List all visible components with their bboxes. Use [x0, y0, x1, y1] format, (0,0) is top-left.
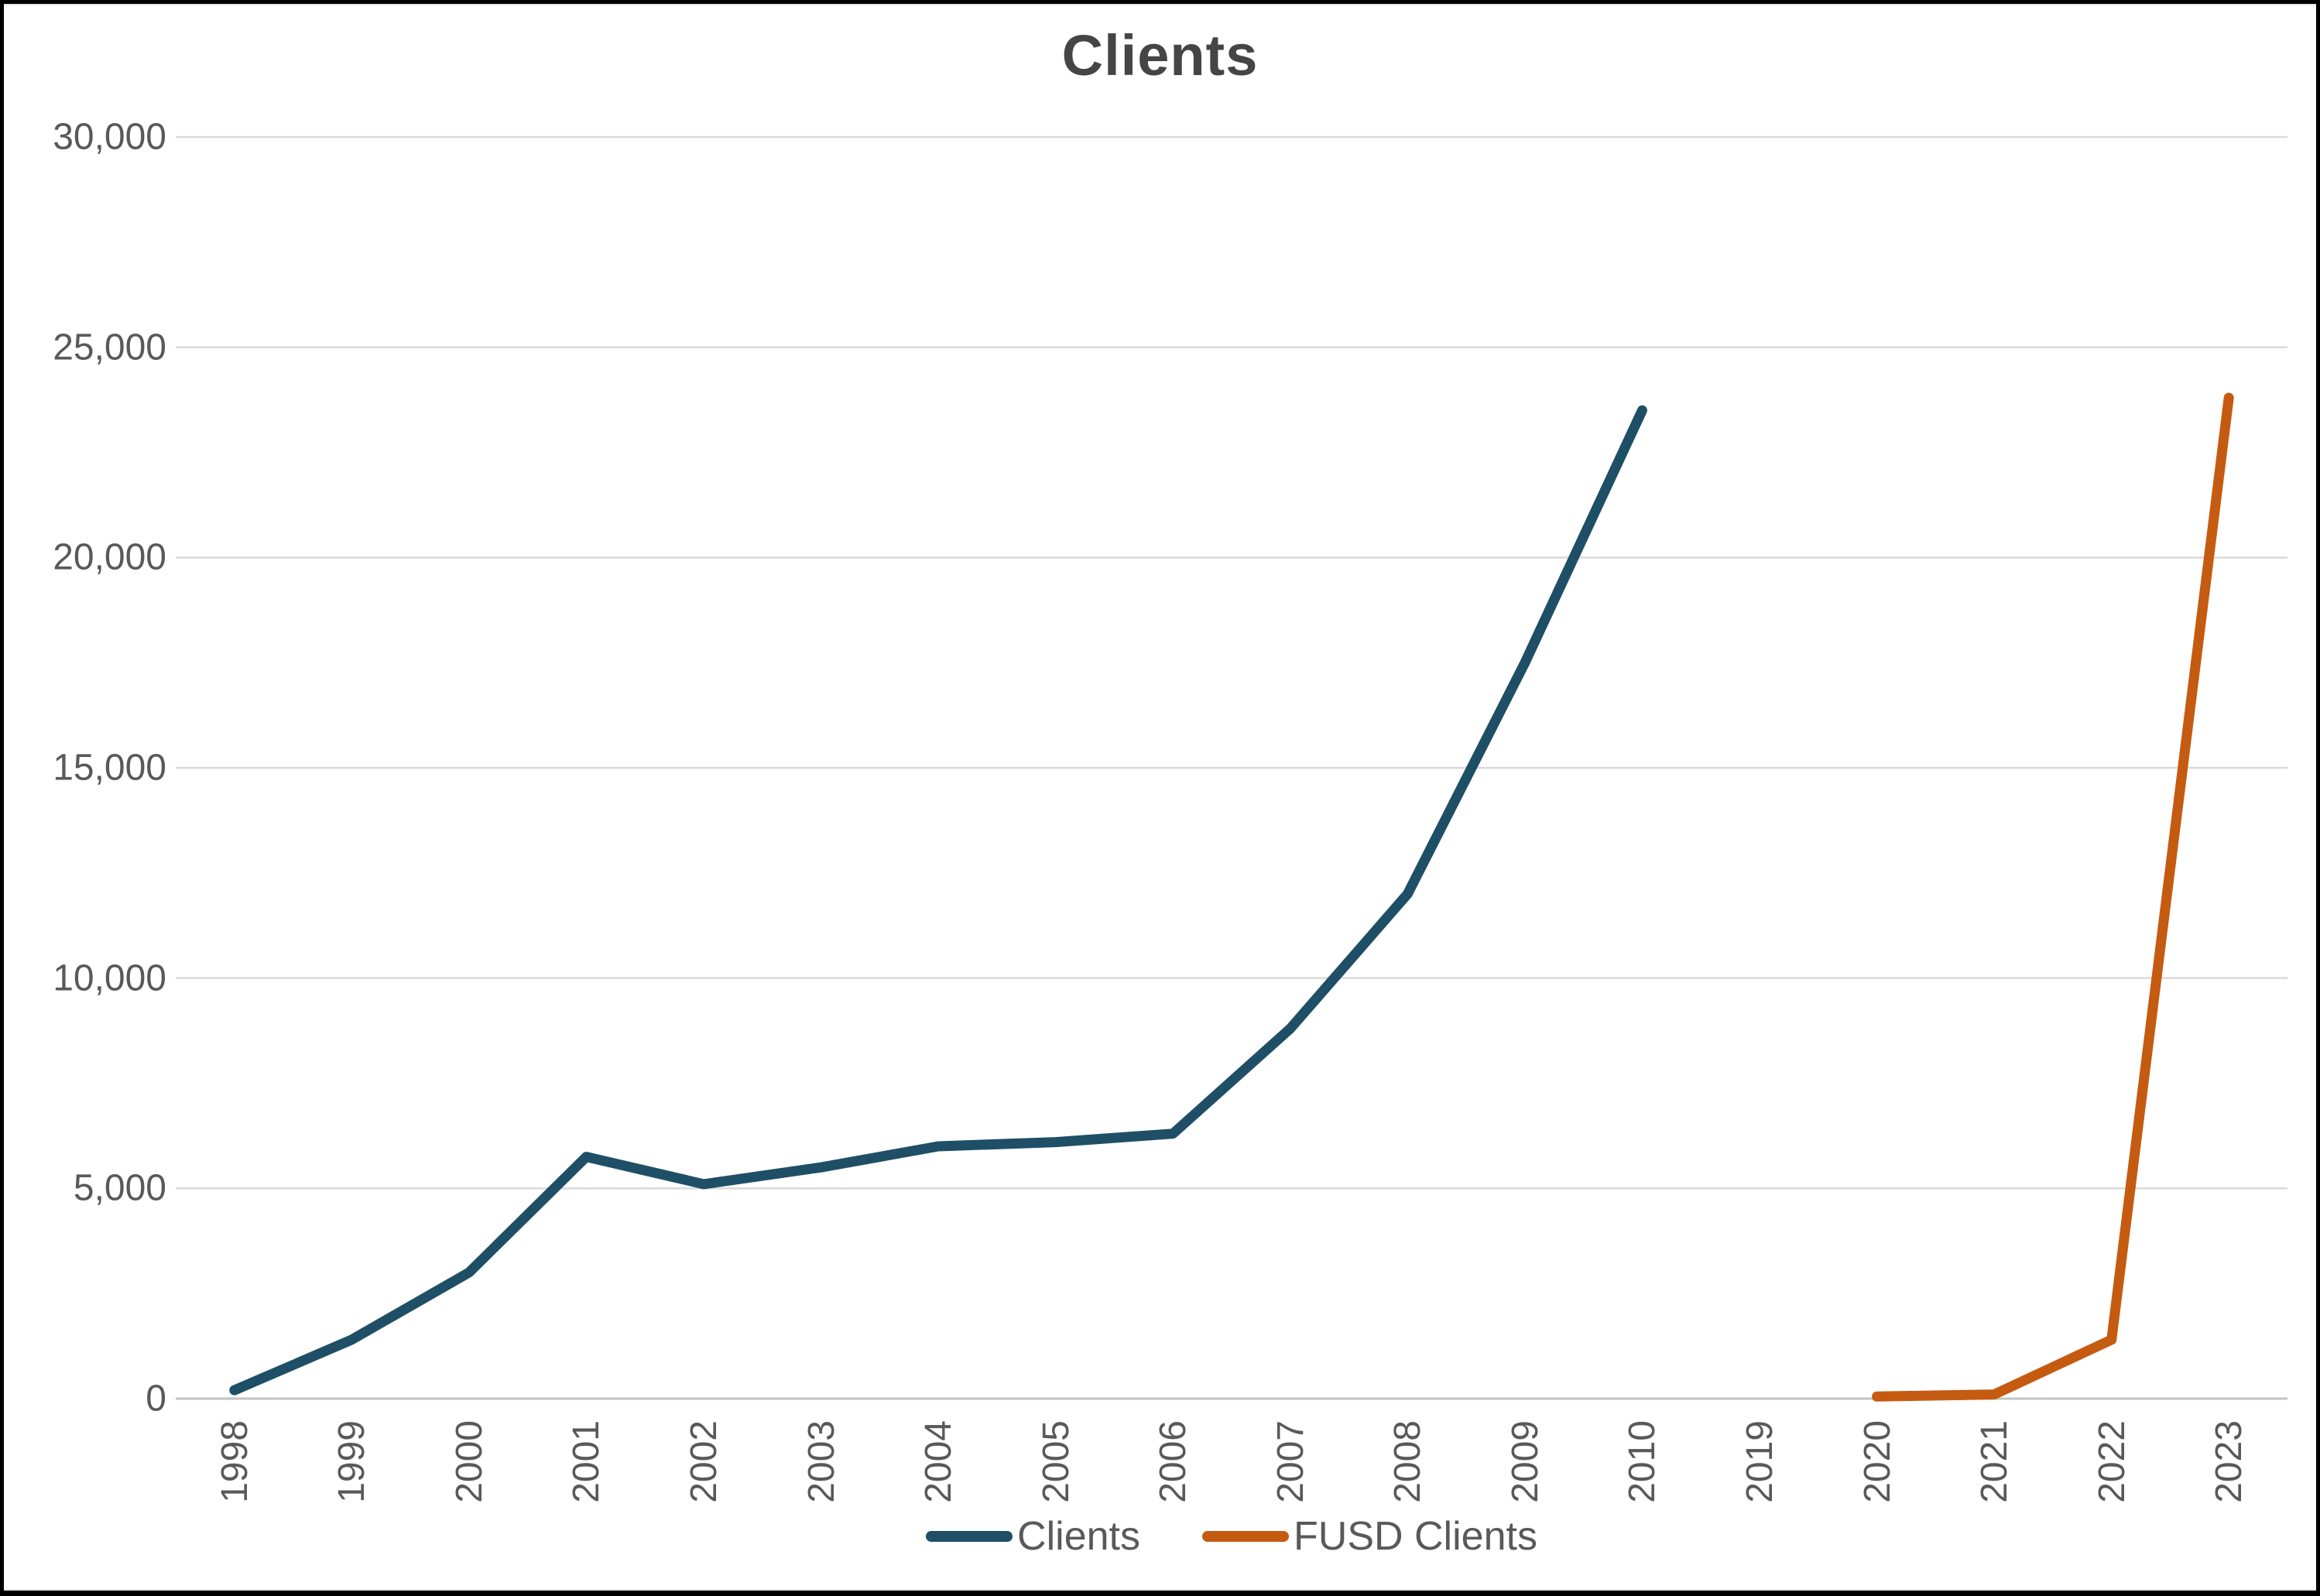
x-tick-label: 2006	[1153, 1420, 1194, 1503]
x-tick-label: 2007	[1270, 1420, 1311, 1503]
x-tick-label: 2001	[566, 1420, 608, 1503]
y-tick-label: 30,000	[53, 116, 166, 158]
clients-line	[229, 405, 1647, 1396]
plot-area	[176, 135, 2287, 1402]
x-tick-label: 2002	[684, 1420, 725, 1503]
y-tick-label: 10,000	[53, 957, 166, 999]
x-tick-label: 2000	[448, 1420, 490, 1503]
legend-item-clients: Clients	[926, 1513, 1140, 1560]
y-tick-label: 0	[146, 1378, 166, 1420]
fusd-clients-line	[1872, 392, 2234, 1402]
y-tick-label: 20,000	[53, 536, 166, 578]
legend-label-fusd-clients: FUSD Clients	[1294, 1514, 1537, 1559]
fusd-clients-line-swatch-icon	[1202, 1531, 1289, 1542]
x-tick-label: 2005	[1035, 1420, 1077, 1503]
clients-line-swatch-icon	[926, 1531, 1013, 1542]
x-tick-label: 2008	[1387, 1420, 1429, 1503]
y-tick-label: 15,000	[53, 747, 166, 789]
x-tick-label: 2021	[1974, 1420, 2016, 1503]
chart-title: Clients	[1061, 23, 1259, 87]
x-tick-label: 2023	[2209, 1420, 2250, 1503]
x-tick-label: 2019	[1739, 1420, 1780, 1503]
x-tick-label: 2010	[1622, 1420, 1664, 1503]
x-tick-label: 1998	[214, 1420, 255, 1503]
x-tick-label: 2004	[918, 1420, 960, 1503]
x-tick-label: 1999	[331, 1420, 373, 1503]
y-tick-label: 5,000	[73, 1167, 166, 1209]
x-tick-label: 2003	[800, 1420, 842, 1503]
x-tick-label: 2022	[2091, 1420, 2133, 1503]
y-tick-label: 25,000	[53, 327, 166, 368]
legend: Clients FUSD Clients	[176, 1513, 2287, 1560]
x-tick-label: 2009	[1504, 1420, 1546, 1503]
chart-canvas: Clients 30,000 25,000 20,000 15,000 10,000 5,…	[4, 4, 2316, 1591]
legend-label-clients: Clients	[1017, 1514, 1140, 1559]
x-tick-label: 2020	[1856, 1420, 1898, 1503]
legend-item-fusd-clients: FUSD Clients	[1202, 1513, 1537, 1560]
